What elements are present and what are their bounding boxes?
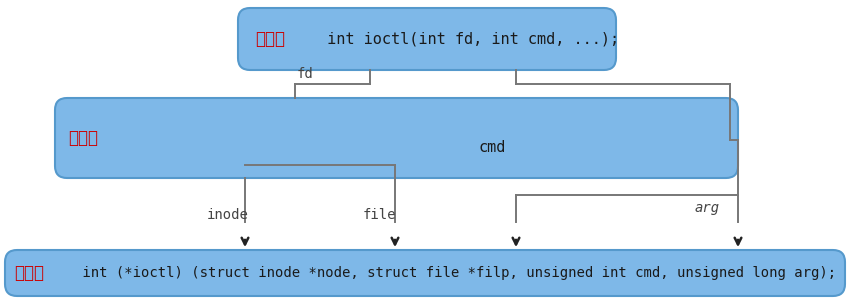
FancyBboxPatch shape <box>238 8 616 70</box>
Text: 驱动：: 驱动： <box>14 264 44 282</box>
Text: inode: inode <box>207 208 248 222</box>
Text: 内核：: 内核： <box>68 129 98 147</box>
Text: int (*ioctl) (struct inode *node, struct file *filp, unsigned int cmd, unsigned : int (*ioctl) (struct inode *node, struct… <box>74 266 837 280</box>
Text: fd: fd <box>297 67 314 81</box>
Text: arg: arg <box>695 201 720 215</box>
Text: file: file <box>363 208 397 222</box>
Text: int ioctl(int fd, int cmd, ...);: int ioctl(int fd, int cmd, ...); <box>318 32 620 46</box>
FancyBboxPatch shape <box>55 98 738 178</box>
Text: 应用：: 应用： <box>255 30 285 48</box>
FancyBboxPatch shape <box>5 250 845 296</box>
Text: cmd: cmd <box>478 140 505 155</box>
